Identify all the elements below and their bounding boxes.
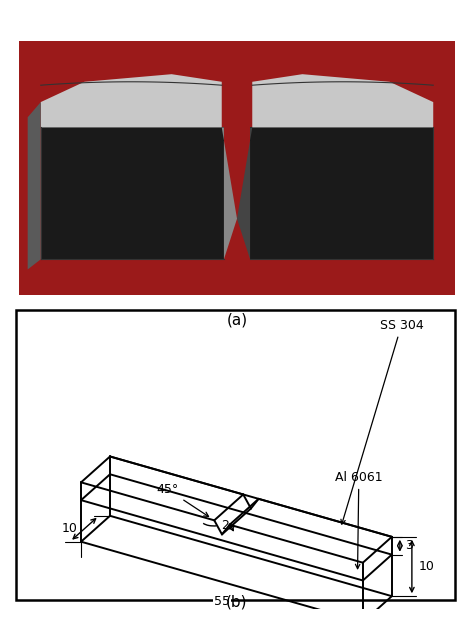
Polygon shape [252,74,433,127]
Text: (a): (a) [227,313,247,328]
Text: Al 6061: Al 6061 [335,471,383,569]
Text: (b): (b) [226,595,248,610]
Polygon shape [237,127,252,259]
Polygon shape [250,127,433,259]
Text: 10: 10 [62,522,78,535]
Text: 2: 2 [221,519,229,533]
Polygon shape [41,127,224,259]
Text: 55: 55 [214,595,230,608]
Text: 45°: 45° [156,483,209,517]
Text: 3: 3 [405,540,413,552]
Text: 10: 10 [419,560,435,573]
Text: SS 304: SS 304 [341,319,423,524]
Polygon shape [222,127,237,259]
Polygon shape [41,74,222,127]
Polygon shape [27,102,41,269]
